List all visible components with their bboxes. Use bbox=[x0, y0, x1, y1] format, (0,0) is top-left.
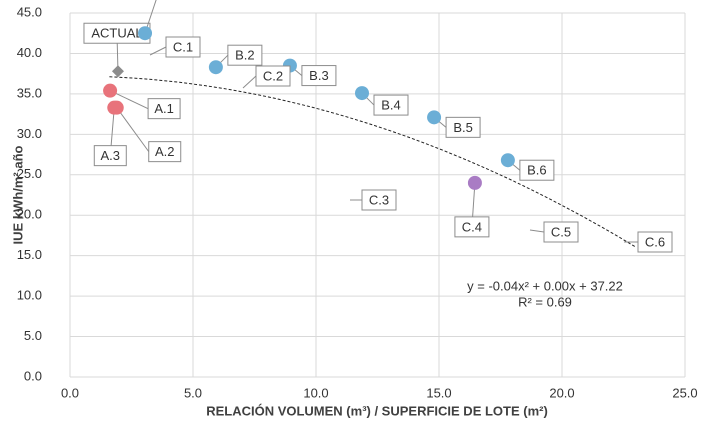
point bbox=[138, 26, 153, 41]
y-tick-label: 25.0 bbox=[17, 166, 42, 181]
annotation-box bbox=[543, 221, 579, 243]
pointer bbox=[242, 75, 257, 89]
point bbox=[107, 100, 122, 115]
y-tick-label: 5.0 bbox=[24, 328, 42, 343]
point-label-box bbox=[519, 159, 555, 181]
point bbox=[427, 110, 442, 125]
point-label-box bbox=[147, 98, 181, 120]
annotation-box bbox=[637, 231, 673, 253]
point-label: B.6 bbox=[527, 163, 547, 178]
point bbox=[103, 83, 118, 98]
pointer bbox=[116, 107, 150, 152]
point-label: B.2 bbox=[235, 48, 255, 63]
point-label-box bbox=[301, 65, 337, 87]
pointer bbox=[149, 46, 167, 56]
point-label: A.2 bbox=[155, 144, 175, 159]
point-label-box bbox=[445, 116, 481, 138]
annotation: C.2 bbox=[263, 68, 283, 83]
y-tick-label: 20.0 bbox=[17, 207, 42, 222]
point-label: A.1 bbox=[154, 101, 174, 116]
x-tick-label: 10.0 bbox=[303, 385, 328, 400]
y-axis-title: IUE kWh/m² año bbox=[10, 145, 25, 244]
y-tick-label: 0.0 bbox=[24, 368, 42, 383]
pointer bbox=[109, 90, 149, 110]
point-label-box bbox=[454, 216, 490, 238]
point bbox=[500, 153, 515, 168]
point bbox=[208, 60, 223, 75]
annotation-box bbox=[361, 189, 397, 211]
y-tick-label: 40.0 bbox=[17, 45, 42, 60]
point-label: ACTUAL bbox=[91, 26, 142, 41]
y-tick-label: 15.0 bbox=[17, 247, 42, 262]
x-tick-label: 25.0 bbox=[672, 385, 697, 400]
y-tick-label: 30.0 bbox=[17, 126, 42, 141]
y-tick-label: 10.0 bbox=[17, 288, 42, 303]
pointer bbox=[144, 0, 157, 34]
x-tick-label: 0.0 bbox=[61, 385, 79, 400]
annotation-box bbox=[255, 65, 291, 87]
y-tick-label: 45.0 bbox=[17, 4, 42, 19]
point-label: B.3 bbox=[309, 68, 329, 83]
pointer bbox=[529, 229, 545, 233]
trend-equation: y = -0.04x² + 0.00x + 37.22 bbox=[467, 278, 623, 293]
x-axis-title: RELACIÓN VOLUMEN (m³) / SUPERFICIE DE LO… bbox=[206, 403, 548, 418]
y-tick-label: 35.0 bbox=[17, 85, 42, 100]
point bbox=[467, 175, 482, 190]
point-label-box bbox=[93, 145, 127, 167]
point-label: C.4 bbox=[462, 219, 482, 234]
annotation: C.1 bbox=[173, 39, 193, 54]
point-label: B.4 bbox=[381, 98, 401, 113]
point-label: B.5 bbox=[453, 120, 473, 135]
point-label-box bbox=[148, 141, 182, 163]
x-tick-label: 15.0 bbox=[426, 385, 451, 400]
annotation-box bbox=[165, 36, 201, 58]
x-tick-label: 5.0 bbox=[184, 385, 202, 400]
point bbox=[355, 86, 370, 101]
point-label-box bbox=[227, 44, 263, 66]
point bbox=[111, 65, 124, 78]
annotation: C.3 bbox=[369, 192, 389, 207]
x-tick-label: 20.0 bbox=[549, 385, 574, 400]
point-label: A.3 bbox=[101, 148, 121, 163]
annotation: C.5 bbox=[551, 224, 571, 239]
trend-r2: R² = 0.69 bbox=[518, 294, 572, 309]
annotation: C.6 bbox=[645, 234, 665, 249]
point-label-box bbox=[373, 94, 409, 116]
